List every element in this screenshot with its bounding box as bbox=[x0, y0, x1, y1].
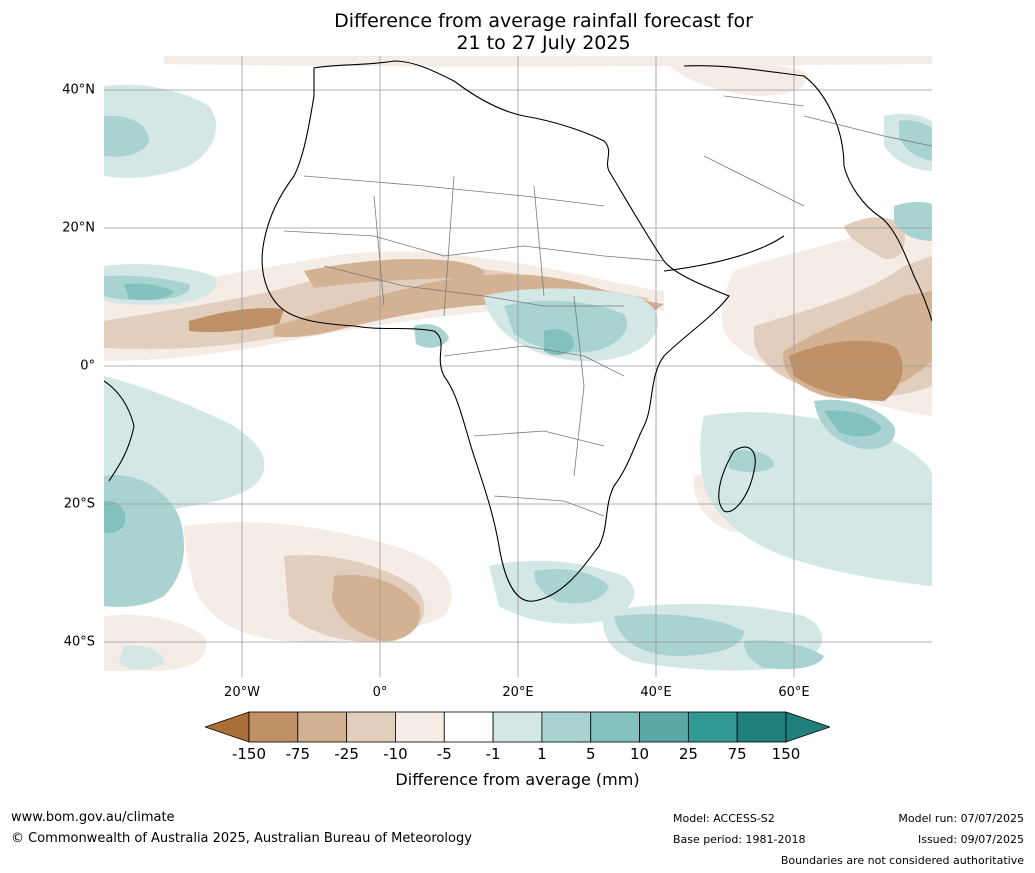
footer-copyright: © Commonwealth of Australia 2025, Austra… bbox=[11, 831, 472, 846]
colorbar-box bbox=[639, 711, 689, 743]
colorbar-tick-label: 25 bbox=[678, 745, 698, 763]
colorbar-box bbox=[590, 711, 640, 743]
lon-label-60e: 60°E bbox=[778, 685, 810, 700]
colorbar-tick-label: -150 bbox=[231, 745, 267, 763]
lon-label-20e: 20°E bbox=[502, 685, 534, 700]
colorbar-title: Difference from average (mm) bbox=[395, 770, 640, 789]
wet-anomaly-regions bbox=[104, 84, 932, 671]
lat-label-40s: 40°S bbox=[63, 634, 95, 650]
lon-label-40e: 40°E bbox=[640, 685, 672, 700]
colorbar-tick-label: 10 bbox=[629, 745, 650, 763]
map-title: Difference from average rainfall forecas… bbox=[0, 10, 1035, 54]
colorbar-tick-label: 1 bbox=[537, 745, 547, 763]
colorbar-box bbox=[395, 711, 445, 743]
colorbar-box bbox=[248, 711, 299, 743]
colorbar-extend-high bbox=[785, 711, 830, 743]
colorbar-tick-label: -25 bbox=[334, 745, 359, 763]
dry-anomaly-regions bbox=[104, 56, 932, 671]
footer-website: www.bom.gov.au/climate bbox=[11, 810, 175, 825]
colorbar-tick-label: 5 bbox=[585, 745, 596, 763]
colorbar-box bbox=[687, 711, 738, 743]
colorbar-box bbox=[443, 711, 494, 743]
rainfall-map bbox=[104, 56, 932, 677]
lon-label-20w: 20°W bbox=[224, 685, 260, 700]
footer-base-period: Base period: 1981-2018 bbox=[673, 833, 806, 846]
colorbar-tick-label: 150 bbox=[771, 745, 801, 763]
colorbar-box bbox=[297, 711, 348, 743]
map-gridlines bbox=[104, 56, 932, 677]
footer-model: Model: ACCESS-S2 bbox=[673, 812, 775, 825]
colorbar-tick-label: -5 bbox=[436, 745, 452, 763]
colorbar-tick-label: -10 bbox=[383, 745, 408, 763]
country-borders bbox=[283, 95, 932, 517]
lat-label-40n: 40°N bbox=[62, 82, 95, 98]
colorbar-extend-low bbox=[205, 711, 250, 743]
title-line-1: Difference from average rainfall forecas… bbox=[334, 10, 753, 32]
footer-model-run: Model run: 07/07/2025 bbox=[898, 812, 1024, 825]
footer-issued: Issued: 09/07/2025 bbox=[917, 833, 1024, 846]
colorbar-box bbox=[492, 711, 543, 743]
title-line-2: 21 to 27 July 2025 bbox=[456, 32, 631, 54]
coastlines bbox=[104, 60, 932, 602]
colorbar-box bbox=[736, 711, 787, 743]
lat-label-0: 0° bbox=[80, 358, 95, 374]
colorbar-tick-label: -75 bbox=[285, 745, 311, 763]
colorbar-tick-label: -1 bbox=[485, 745, 501, 763]
lat-label-20s: 20°S bbox=[63, 496, 95, 512]
colorbar bbox=[205, 711, 830, 743]
colorbar-box bbox=[541, 711, 592, 743]
footer-disclaimer: Boundaries are not considered authoritat… bbox=[780, 854, 1024, 867]
lat-label-20n: 20°N bbox=[62, 220, 95, 236]
lon-label-0: 0° bbox=[372, 685, 388, 700]
colorbar-box bbox=[346, 711, 396, 743]
colorbar-tick-label: 75 bbox=[727, 745, 747, 763]
